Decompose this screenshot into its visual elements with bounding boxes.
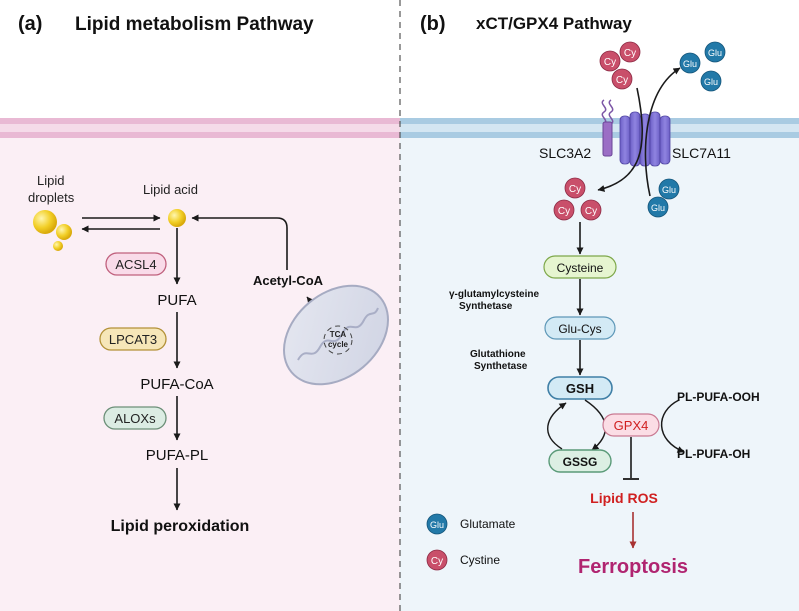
gpx4-box: [602, 413, 660, 437]
pufa-pl-label: PUFA-PL: [146, 447, 209, 464]
intracellular-glutamate-cluster: Glu Glu: [647, 178, 680, 218]
legend-cystine: Cy Cystine: [426, 549, 500, 571]
cysteine-box: [543, 255, 617, 279]
mitochondrion-icon: [283, 284, 389, 386]
ferroptosis-label: Ferroptosis: [578, 556, 688, 578]
lpcat3-label: LPCAT3: [109, 332, 157, 347]
pl-pufa-ooh-label: PL-PUFA-OOH: [677, 390, 760, 404]
panel-a-label: (a): [18, 13, 42, 35]
gs-label-2: Synthetase: [474, 361, 528, 372]
slc3a2-label: SLC3A2: [539, 145, 591, 161]
lipid-acid-icon: [168, 209, 186, 227]
cy-ball: Cy: [619, 41, 641, 63]
gssg-label: GSSG: [563, 455, 598, 469]
gamma-gcs-label-1: γ-glutamylcysteine: [449, 289, 539, 300]
cy-ball: Cy: [611, 68, 633, 90]
svg-text:Glu: Glu: [704, 77, 718, 87]
glu-ball: Glu: [700, 70, 722, 92]
gpx4-label: GPX4: [614, 418, 649, 433]
lpcat3-box: [99, 327, 167, 351]
panel-a-extracellular-bg: [0, 0, 400, 118]
pl-pufa-oh-label: PL-PUFA-OH: [677, 447, 750, 461]
arrow-cystine-in: [597, 87, 644, 192]
panel-b-label: (b): [420, 13, 446, 35]
aloxs-label: ALOXs: [114, 411, 156, 426]
svg-text:Cy: Cy: [558, 206, 570, 217]
panel-b-title: xCT/GPX4 Pathway: [476, 14, 632, 33]
glu-ball: Glu: [647, 196, 669, 218]
arrow-glutamate-out: [644, 67, 681, 197]
svg-text:Cy: Cy: [604, 57, 616, 68]
slc7a11-label: SLC7A11: [672, 145, 731, 161]
acetyl-coa-label: Acetyl-CoA: [253, 273, 324, 288]
arrow-ooh-to-oh: [660, 399, 685, 453]
legend-glutamate-label: Glutamate: [460, 517, 516, 531]
extracellular-cystine-cluster: Cy Cy Cy: [599, 41, 641, 90]
glu-ball: Glu: [658, 178, 680, 200]
cysteine-label: Cysteine: [557, 261, 604, 275]
gsh-box: [547, 376, 613, 400]
arrow-gssg-to-gsh: [547, 402, 567, 450]
lipid-droplets-icon: [33, 210, 72, 251]
gssg-box: [548, 449, 612, 473]
glu-cys-box: [544, 316, 616, 340]
extracellular-glutamate-cluster: Glu Glu Glu: [679, 41, 726, 92]
legend-glu-icon: [426, 513, 448, 535]
lipid-acid-label: Lipid acid: [143, 182, 198, 197]
lipid-peroxidation-label: Lipid peroxidation: [111, 518, 250, 535]
legend-cystine-label: Cystine: [460, 553, 500, 567]
svg-text:Cy: Cy: [431, 556, 443, 567]
pufa-label: PUFA: [157, 292, 196, 309]
glu-ball: Glu: [679, 52, 701, 74]
panel-b-cytoplasm-bg: [400, 138, 799, 611]
glu-cys-label: Glu-Cys: [558, 322, 601, 336]
panel-b-membrane: [400, 118, 799, 138]
lipid-droplets-label-1: Lipid: [37, 173, 64, 188]
lipid-droplets-label-2: droplets: [28, 190, 75, 205]
panel-a-membrane: [0, 118, 400, 138]
intracellular-cystine-cluster: Cy Cy Cy: [553, 177, 602, 221]
tca-label-2: cycle: [328, 340, 349, 349]
slc3a2-icon: [601, 99, 614, 157]
svg-text:Glu: Glu: [683, 59, 697, 69]
legend-glutamate: Glu Glutamate: [426, 513, 516, 535]
cy-ball: Cy: [599, 50, 621, 72]
gsh-label: GSH: [566, 381, 594, 396]
panel-a-title: Lipid metabolism Pathway: [75, 14, 314, 35]
svg-text:Cy: Cy: [624, 48, 636, 59]
acsl4-box: [105, 252, 167, 276]
acsl4-label: ACSL4: [115, 257, 156, 272]
svg-text:Cy: Cy: [585, 206, 597, 217]
cy-ball: Cy: [564, 177, 586, 199]
svg-text:Glu: Glu: [662, 185, 676, 195]
lipid-ros-label: Lipid ROS: [590, 490, 658, 506]
tca-label-1: TCA: [330, 330, 347, 339]
cy-ball: Cy: [553, 199, 575, 221]
glu-ball: Glu: [704, 41, 726, 63]
legend-cy-icon: [426, 549, 448, 571]
gs-label-1: Glutathione: [470, 349, 526, 360]
svg-text:Cy: Cy: [569, 184, 581, 195]
svg-text:Glu: Glu: [651, 203, 665, 213]
cy-ball: Cy: [580, 199, 602, 221]
arrow-acetyl-coa-to-acid: [191, 214, 288, 270]
aloxs-box: [103, 406, 167, 430]
gamma-gcs-label-2: Synthetase: [459, 301, 513, 312]
pufa-coa-label: PUFA-CoA: [140, 376, 213, 393]
svg-text:Glu: Glu: [708, 48, 722, 58]
svg-text:Cy: Cy: [616, 75, 628, 86]
svg-text:Glu: Glu: [430, 520, 444, 530]
